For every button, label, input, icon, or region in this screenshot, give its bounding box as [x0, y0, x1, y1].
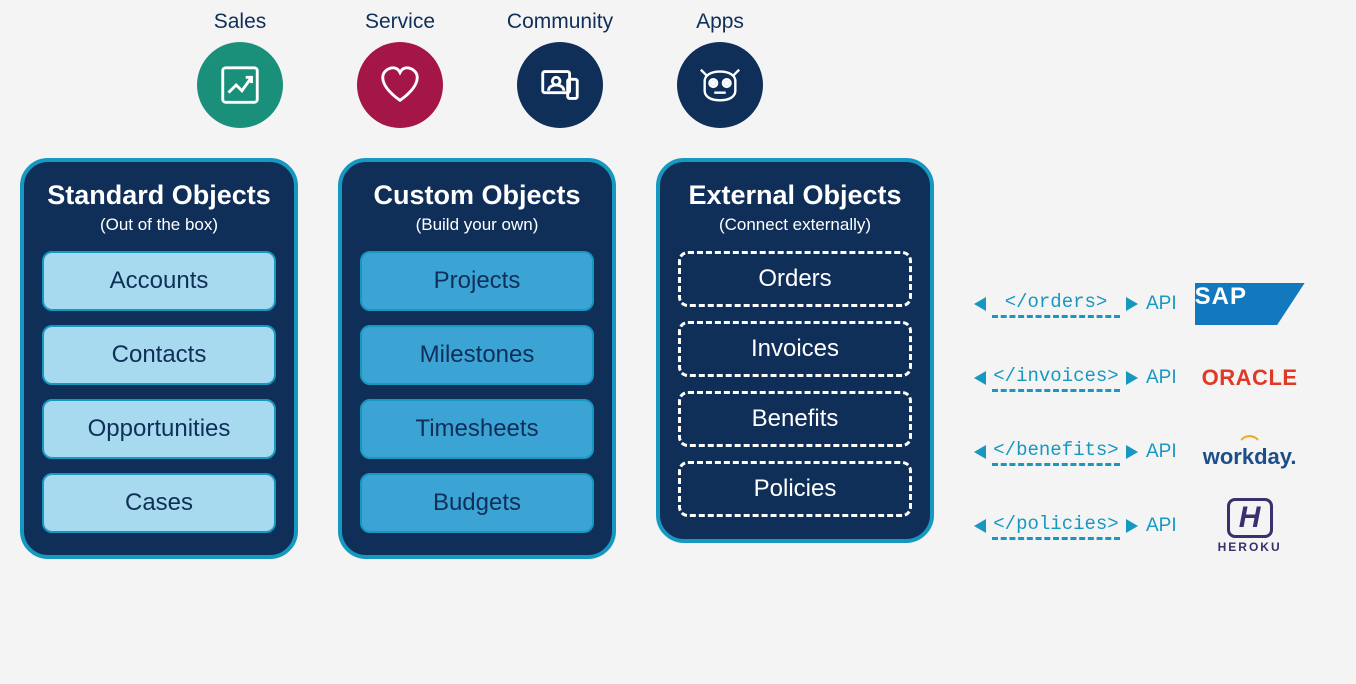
arrow-right-icon: [1126, 445, 1138, 459]
object-item: Benefits: [678, 391, 912, 447]
connector-tag: </orders>: [1005, 291, 1108, 313]
object-item: Opportunities: [42, 399, 276, 459]
top-icon-label: Service: [365, 10, 435, 34]
vendor-label: HEROKU: [1218, 540, 1282, 554]
arrow-right-icon: [1126, 297, 1138, 311]
panel-title: External Objects: [678, 180, 912, 211]
connector-tag: </policies>: [993, 513, 1118, 535]
vendor-heroku: H HEROKU: [1185, 501, 1315, 551]
arrow-left-icon: [974, 519, 986, 533]
connector-row: </benefits> API ⌒ workday.: [974, 422, 1315, 482]
community-icon: [517, 42, 603, 128]
apps-icon: [677, 42, 763, 128]
object-item: Accounts: [42, 251, 276, 311]
arrow-right-icon: [1126, 371, 1138, 385]
object-item: Milestones: [360, 325, 594, 385]
heroku-logo-icon: H: [1227, 498, 1273, 538]
api-label: API: [1146, 515, 1177, 537]
arrow-left-icon: [974, 371, 986, 385]
connector-mid: </invoices>: [986, 365, 1126, 392]
top-icon-row: Sales Service Community Apps: [195, 10, 1336, 128]
vendor-oracle: ORACLE: [1185, 353, 1315, 403]
vendor-workday: ⌒ workday.: [1185, 427, 1315, 477]
panel-subtitle: (Connect externally): [678, 215, 912, 235]
api-label: API: [1146, 293, 1177, 315]
object-item: Contacts: [42, 325, 276, 385]
object-item: Budgets: [360, 473, 594, 533]
panel-title: Standard Objects: [42, 180, 276, 211]
top-icon-sales: Sales: [195, 10, 285, 128]
top-icon-community: Community: [515, 10, 605, 128]
panel-standard-objects: Standard Objects (Out of the box) Accoun…: [20, 158, 298, 559]
api-label: API: [1146, 367, 1177, 389]
top-icon-apps: Apps: [675, 10, 765, 128]
object-item: Policies: [678, 461, 912, 517]
panel-subtitle: (Out of the box): [42, 215, 276, 235]
object-item: Orders: [678, 251, 912, 307]
object-item: Timesheets: [360, 399, 594, 459]
connector-mid: </orders>: [986, 291, 1126, 318]
panels-row: Standard Objects (Out of the box) Accoun…: [20, 158, 1336, 559]
connector-row: </invoices> API ORACLE: [974, 348, 1315, 408]
service-icon: [357, 42, 443, 128]
arrow-left-icon: [974, 445, 986, 459]
vendor-label: workday.: [1203, 447, 1297, 467]
object-item: Projects: [360, 251, 594, 311]
top-icon-label: Apps: [696, 10, 744, 34]
panel-subtitle: (Build your own): [360, 215, 594, 235]
api-label: API: [1146, 441, 1177, 463]
arrow-left-icon: [974, 297, 986, 311]
connector-row: </orders> API SAP: [974, 274, 1315, 334]
panel-custom-objects: Custom Objects (Build your own) Projects…: [338, 158, 616, 559]
top-icon-service: Service: [355, 10, 445, 128]
arrow-right-icon: [1126, 519, 1138, 533]
object-item: Invoices: [678, 321, 912, 377]
connectors-column: </orders> API SAP </invoices> API ORACLE…: [974, 158, 1315, 556]
connector-tag: </benefits>: [993, 439, 1118, 461]
connector-row: </policies> API H HEROKU: [974, 496, 1315, 556]
top-icon-label: Sales: [214, 10, 267, 34]
object-item: Cases: [42, 473, 276, 533]
connector-tag: </invoices>: [993, 365, 1118, 387]
vendor-sap: SAP: [1185, 279, 1315, 329]
connector-mid: </benefits>: [986, 439, 1126, 466]
connector-mid: </policies>: [986, 513, 1126, 540]
sales-icon: [197, 42, 283, 128]
top-icon-label: Community: [507, 10, 613, 34]
panel-external-objects: External Objects (Connect externally) Or…: [656, 158, 934, 543]
panel-title: Custom Objects: [360, 180, 594, 211]
